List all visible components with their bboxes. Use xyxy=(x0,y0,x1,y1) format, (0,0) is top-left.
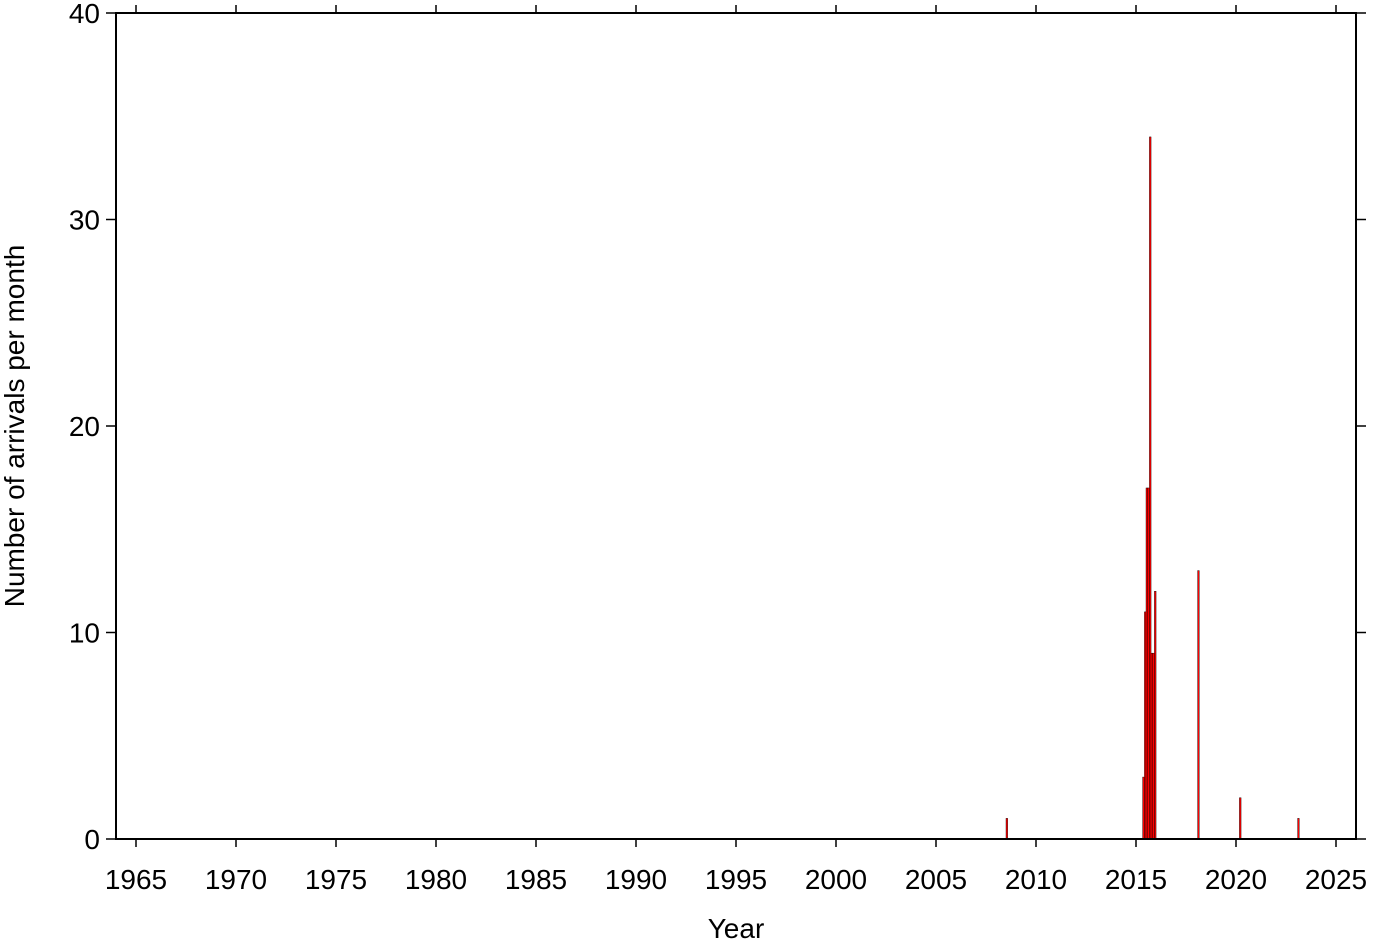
bar xyxy=(1239,797,1242,840)
x-tick-label: 2000 xyxy=(805,864,867,895)
x-tick-label: 2015 xyxy=(1105,864,1167,895)
x-tick-label: 1990 xyxy=(605,864,667,895)
y-axis-label: Number of arrivals per month xyxy=(0,245,30,608)
x-tick-label: 2010 xyxy=(1005,864,1067,895)
bar xyxy=(1297,818,1300,840)
x-tick-label: 1970 xyxy=(205,864,267,895)
y-tick-label: 10 xyxy=(69,618,100,649)
bar xyxy=(1142,776,1145,840)
x-tick-label: 2025 xyxy=(1305,864,1367,895)
x-tick-label: 2020 xyxy=(1205,864,1267,895)
bar xyxy=(1152,652,1155,840)
x-tick-label: 1965 xyxy=(105,864,167,895)
y-tick-label: 30 xyxy=(69,205,100,236)
y-tick-label: 0 xyxy=(84,824,100,855)
x-tick-label: 1995 xyxy=(705,864,767,895)
x-tick-label: 1980 xyxy=(405,864,467,895)
x-tick-label: 1985 xyxy=(505,864,567,895)
bar xyxy=(1197,570,1200,840)
x-tick-label: 2005 xyxy=(905,864,967,895)
y-tick-label: 20 xyxy=(69,411,100,442)
plot-frame xyxy=(115,12,1357,840)
bar xyxy=(1147,487,1150,840)
bar xyxy=(1154,591,1157,840)
y-tick-label: 40 xyxy=(69,0,100,29)
x-axis-label: Year xyxy=(708,913,765,942)
bar xyxy=(1005,818,1008,840)
x-tick-label: 1975 xyxy=(305,864,367,895)
